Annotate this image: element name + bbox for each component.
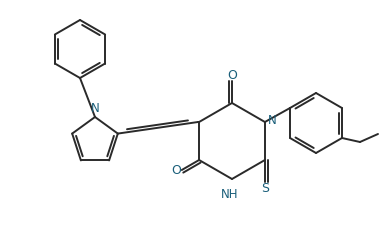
Text: S: S [261, 183, 269, 195]
Text: N: N [90, 102, 99, 115]
Text: O: O [227, 68, 237, 81]
Text: NH: NH [221, 188, 239, 201]
Text: N: N [268, 114, 276, 126]
Text: O: O [171, 164, 181, 177]
